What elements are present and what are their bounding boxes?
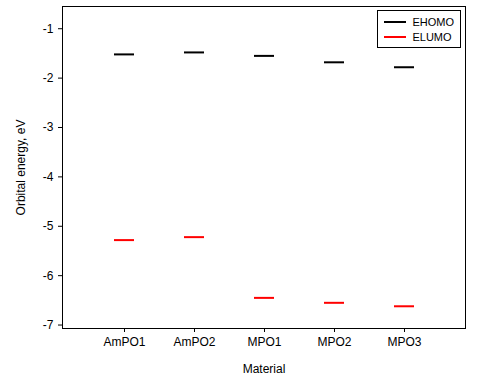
svg-text:MPO2: MPO2 [317, 335, 351, 349]
svg-text:-6: -6 [43, 268, 54, 282]
svg-text:-3: -3 [43, 120, 54, 134]
svg-text:-7: -7 [43, 318, 54, 332]
svg-text:-2: -2 [43, 71, 54, 85]
svg-text:Orbital energy, eV: Orbital energy, eV [14, 120, 28, 216]
svg-text:-4: -4 [43, 170, 54, 184]
svg-text:AmPO2: AmPO2 [173, 335, 215, 349]
svg-text:MPO1: MPO1 [247, 335, 281, 349]
html-text:EHOMO: EHOMO [412, 15, 454, 28]
html-text:ELUMO: ELUMO [412, 30, 452, 43]
svg-text:-1: -1 [43, 22, 54, 36]
svg-text:AmPO1: AmPO1 [103, 335, 145, 349]
svg-text:MPO3: MPO3 [387, 335, 421, 349]
svg-text:-5: -5 [43, 219, 54, 233]
svg-text:Material: Material [243, 362, 286, 376]
